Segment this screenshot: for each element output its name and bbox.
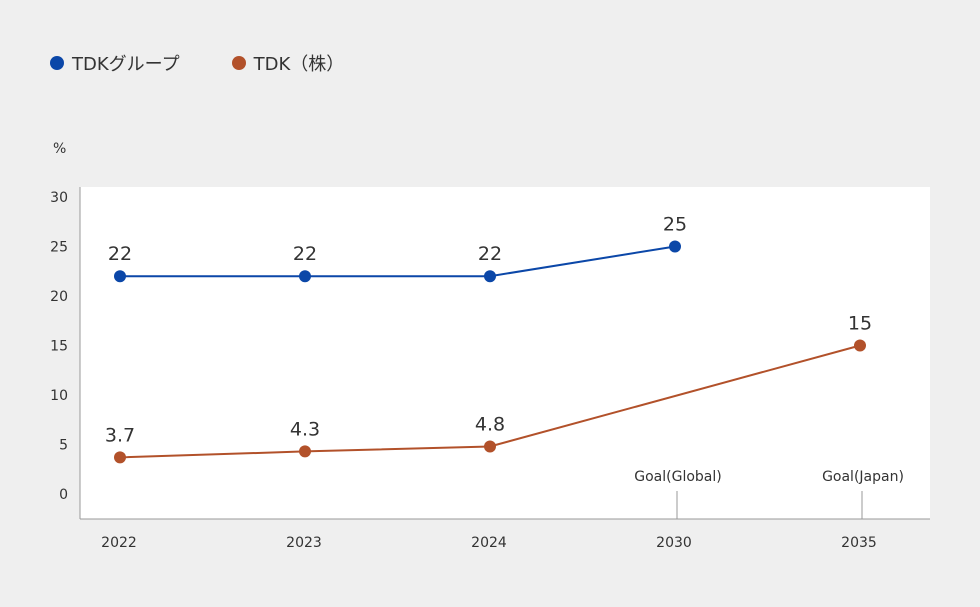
data-label: 22	[293, 243, 317, 265]
x-tick-label: 2030	[656, 535, 692, 551]
legend-dot-orange	[231, 56, 246, 70]
goal-annotation: Goal(Japan)	[822, 469, 904, 485]
data-point	[484, 270, 496, 283]
y-axis-unit-label: %	[53, 141, 66, 157]
legend-item-tdk-corp: TDK（株）	[231, 50, 345, 76]
data-point	[114, 451, 126, 464]
y-tick-label: 5	[59, 438, 68, 454]
goal-annotation: Goal(Global)	[634, 469, 721, 485]
y-tick-label: 15	[50, 339, 68, 355]
legend-dot-blue	[50, 56, 64, 70]
data-label: 4.3	[290, 418, 320, 440]
data-point	[299, 445, 311, 458]
data-point	[484, 440, 496, 453]
x-tick-label: 2023	[286, 535, 322, 551]
x-tick-label: 2035	[841, 535, 877, 551]
data-point	[299, 270, 311, 283]
data-label: 15	[848, 313, 872, 335]
y-tick-label: 25	[50, 240, 68, 256]
data-label: 22	[108, 243, 132, 265]
series-line-0	[120, 245, 676, 278]
x-tick-label: 2022	[101, 535, 137, 551]
series-line-1	[119, 344, 861, 459]
data-point	[114, 270, 126, 283]
legend-label-tdk-corp: TDK（株）	[253, 54, 345, 75]
plot-area	[80, 187, 930, 519]
y-tick-label: 20	[50, 289, 68, 305]
data-label: 3.7	[105, 424, 135, 446]
x-tick-label: 2024	[471, 535, 507, 551]
y-tick-label: 0	[59, 487, 68, 503]
y-tick-label: 10	[50, 388, 68, 404]
legend-item-tdk-group: TDKグループ	[50, 50, 180, 76]
data-point	[669, 240, 681, 253]
data-point	[854, 339, 866, 352]
legend-label-tdk-group: TDKグループ	[72, 54, 180, 75]
data-label: 22	[478, 243, 502, 265]
data-label: 25	[663, 214, 687, 236]
y-tick-label: 30	[50, 190, 68, 206]
chart-legend: TDKグループ TDK（株）	[50, 50, 396, 76]
data-label: 4.8	[475, 413, 505, 435]
